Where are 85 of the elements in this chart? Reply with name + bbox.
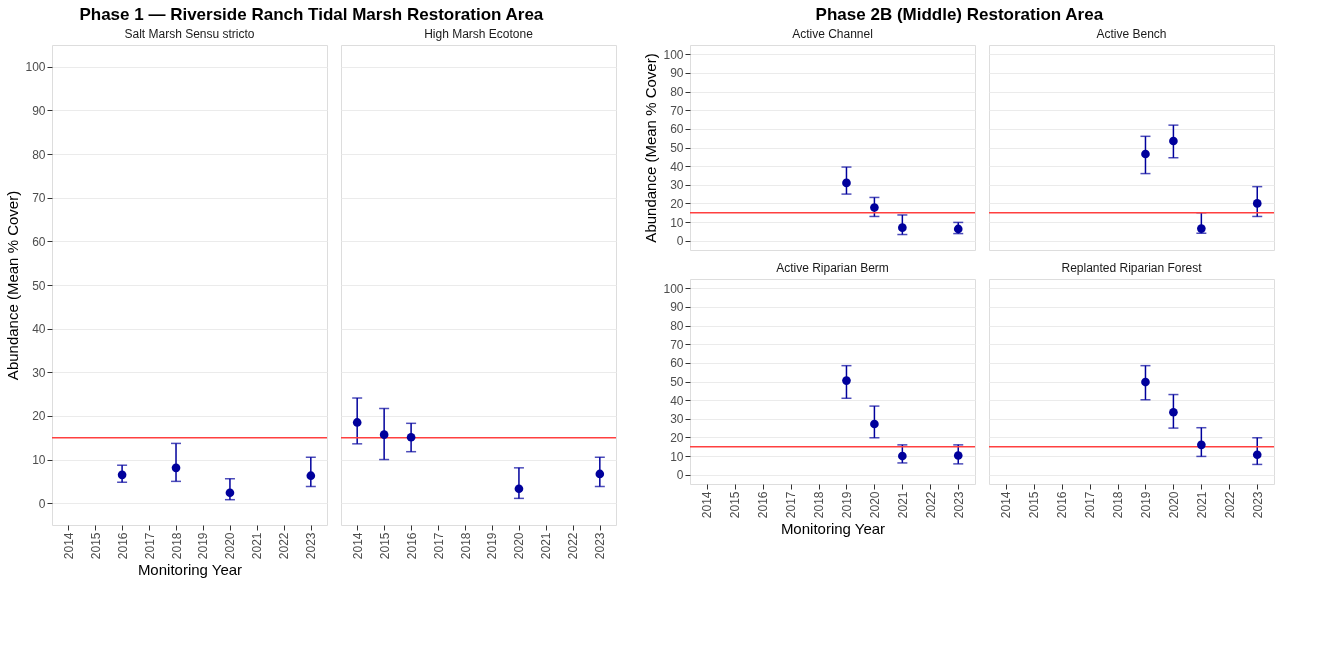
chart-subtitle: Active Bench [1096, 27, 1167, 41]
chart-subtitle: Active Riparian Berm [776, 261, 889, 275]
x-tick-label: 2022 [277, 532, 292, 560]
x-tick-label: 2014 [700, 491, 715, 519]
chart-subtitle: Active Channel [792, 27, 873, 41]
x-tick-label: 2019 [196, 532, 211, 560]
x-tick-label: 2022 [566, 532, 581, 560]
x-axis-title: Monitoring Year [137, 561, 243, 579]
x-tick-label: 2021 [895, 491, 910, 519]
chart-subtitle: Salt Marsh Sensu stricto [124, 27, 255, 41]
x-tick-label: 2020 [1166, 491, 1181, 519]
x-tick-label: 2019 [1138, 491, 1153, 519]
x-tick-label: 2015 [88, 532, 103, 560]
y-tick-label: 30 [32, 365, 46, 380]
x-tick-label: 2014 [350, 532, 365, 560]
x-tick-label: 2022 [923, 491, 938, 519]
x-tick-label: 2018 [458, 532, 473, 560]
y-tick-label: 80 [670, 319, 684, 334]
x-tick-label: 2021 [539, 532, 554, 560]
x-tick-label: 2018 [169, 532, 184, 560]
x-tick-label: 2018 [1111, 491, 1126, 519]
chart-subtitle: High Marsh Ecotone [424, 27, 534, 41]
x-tick-label: 2023 [951, 491, 966, 519]
x-tick-label: 2020 [223, 532, 238, 560]
y-tick-label: 50 [670, 375, 684, 389]
x-tick-label: 2016 [115, 532, 130, 560]
x-tick-label: 2017 [1083, 491, 1098, 519]
y-tick-label: 90 [670, 300, 684, 315]
y-tick-label: 70 [32, 191, 46, 206]
y-tick-label: 30 [670, 178, 684, 193]
x-tick-label: 2023 [304, 532, 319, 560]
y-tick-label: 50 [670, 141, 684, 155]
x-tick-label: 2017 [431, 532, 446, 560]
x-tick-label: 2014 [999, 491, 1014, 519]
chart-subtitle: Replanted Riparian Forest [1061, 261, 1203, 275]
x-tick-label: 2020 [512, 532, 527, 560]
chart-title: Phase 2B (Middle) Restoration Area [815, 4, 1104, 24]
y-tick-label: 70 [670, 103, 684, 118]
y-tick-label: 40 [32, 322, 46, 337]
y-tick-label: 100 [25, 60, 46, 75]
y-tick-label: 10 [670, 215, 684, 230]
y-tick-label: 60 [670, 122, 684, 137]
y-tick-label: 10 [670, 449, 684, 464]
y-axis-title: Abundance (Mean % Cover) [4, 190, 22, 381]
y-tick-label: 90 [670, 66, 684, 81]
x-tick-label: 2019 [485, 532, 500, 560]
y-tick-label: 20 [670, 196, 684, 211]
y-tick-label: 30 [670, 412, 684, 427]
y-tick-label: 80 [32, 147, 46, 162]
x-axis-title: Monitoring Year [780, 520, 886, 538]
y-axis-title: Abundance (Mean % Cover) [642, 53, 660, 243]
x-tick-label: 2017 [142, 532, 157, 560]
x-tick-label: 2015 [377, 532, 392, 560]
x-tick-label: 2021 [1194, 491, 1209, 519]
x-tick-label: 2016 [404, 532, 419, 560]
x-tick-label: 2016 [756, 491, 771, 519]
x-tick-label: 2016 [1055, 491, 1070, 519]
y-tick-label: 10 [32, 453, 46, 468]
x-tick-label: 2017 [784, 491, 799, 519]
y-tick-label: 100 [663, 281, 684, 296]
x-tick-label: 2015 [1027, 491, 1042, 519]
x-tick-label: 2023 [593, 532, 608, 560]
y-tick-label: 20 [32, 409, 46, 424]
y-tick-label: 40 [670, 393, 684, 408]
chart-title: Phase 1 — Riverside Ranch Tidal Marsh Restoration Area [79, 4, 544, 24]
y-tick-label: 70 [670, 337, 684, 352]
y-tick-label: 40 [670, 159, 684, 174]
y-tick-label: 0 [676, 468, 684, 483]
x-tick-label: 2022 [1222, 491, 1237, 519]
y-tick-label: 20 [670, 430, 684, 445]
x-tick-label: 2018 [812, 491, 827, 519]
y-tick-label: 60 [32, 234, 46, 249]
y-tick-label: 60 [670, 356, 684, 371]
x-tick-label: 2020 [867, 491, 882, 519]
y-tick-label: 80 [670, 85, 684, 100]
x-tick-label: 2014 [61, 532, 76, 560]
x-tick-label: 2019 [839, 491, 854, 519]
x-tick-label: 2015 [728, 491, 743, 519]
y-tick-label: 0 [676, 234, 684, 249]
x-tick-label: 2023 [1250, 491, 1265, 519]
y-tick-label: 100 [663, 47, 684, 62]
y-tick-label: 90 [32, 103, 46, 118]
x-tick-label: 2021 [250, 532, 265, 560]
y-tick-label: 0 [38, 496, 46, 511]
y-tick-label: 50 [32, 278, 46, 293]
